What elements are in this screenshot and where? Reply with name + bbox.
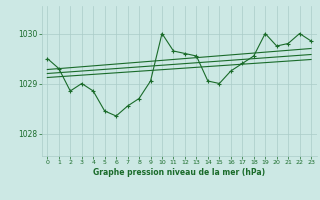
X-axis label: Graphe pression niveau de la mer (hPa): Graphe pression niveau de la mer (hPa) — [93, 168, 265, 177]
